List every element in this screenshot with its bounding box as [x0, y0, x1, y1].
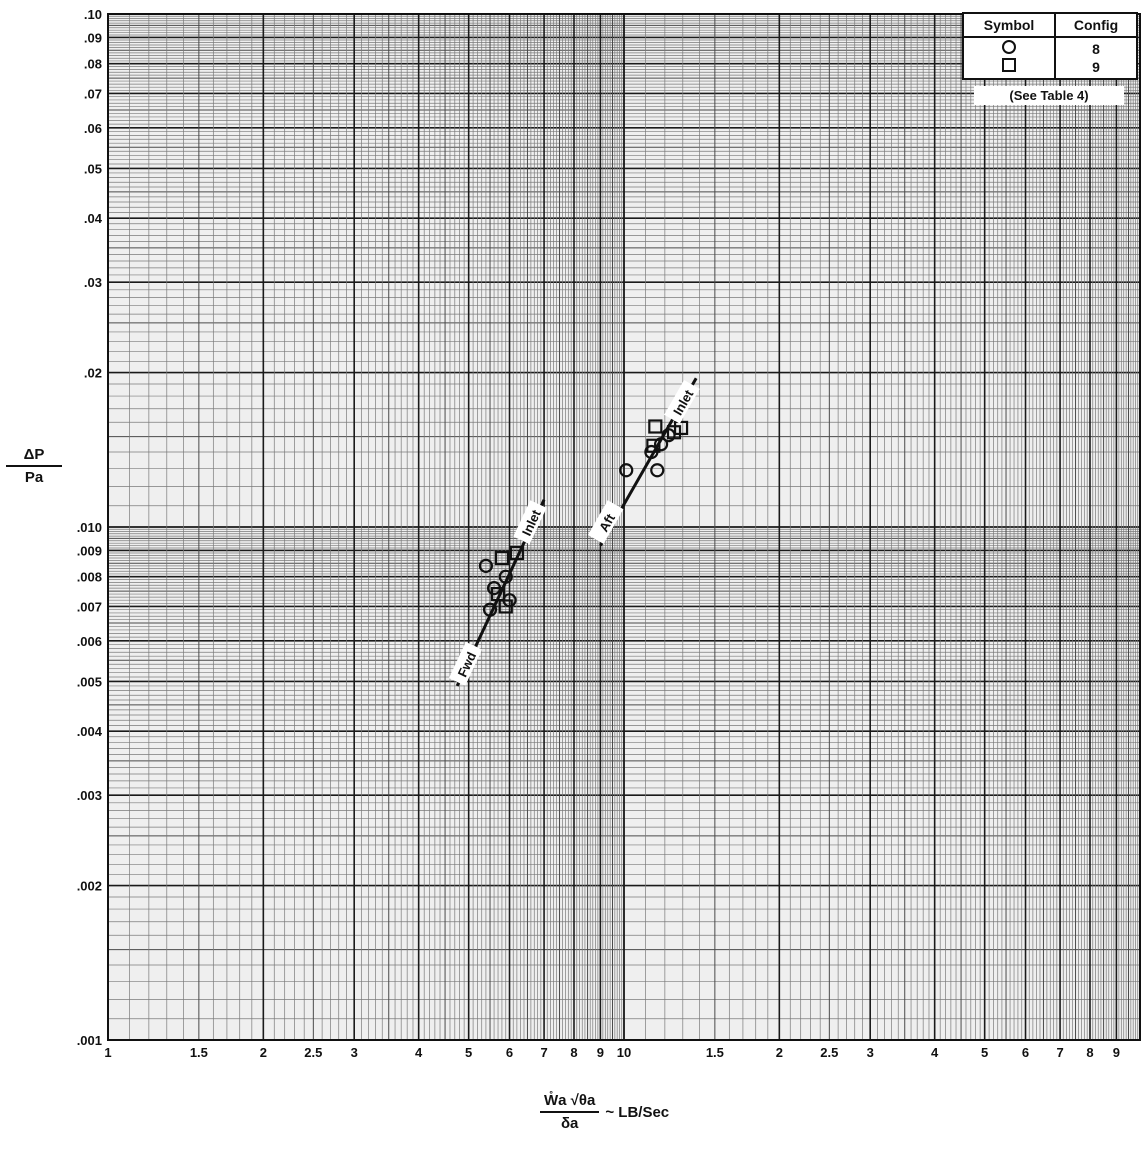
y-axis-label: ΔP Pa	[6, 446, 62, 486]
y-tick-label: .05	[84, 161, 102, 176]
data-point-square	[509, 545, 524, 561]
x-tick-label: 9	[1113, 1045, 1120, 1060]
x-tick-label: 10	[617, 1045, 631, 1060]
y-tick-label: .008	[77, 570, 102, 585]
data-point-circle	[482, 602, 498, 617]
plot-frame-group	[107, 13, 1141, 1041]
y-tick-label: .10	[84, 7, 102, 22]
x-tick-label: 1	[104, 1045, 111, 1060]
y-tick-label: .005	[77, 674, 102, 689]
annotation-background	[664, 379, 700, 424]
x-axis-label: W̊a √θa δa ~ LB/Sec	[540, 1092, 669, 1132]
data-point-square	[494, 550, 510, 566]
data-point-circle	[478, 558, 494, 573]
y-tick-label: .06	[84, 121, 102, 136]
y-tick-label: .007	[77, 599, 102, 614]
data-points-group	[478, 419, 689, 617]
data-point-circle	[653, 437, 669, 452]
legend-header-config: Config	[1054, 12, 1138, 38]
x-tick-label: 4	[931, 1045, 939, 1060]
annotation-background	[448, 641, 483, 686]
x-tick-label: 5	[981, 1045, 988, 1060]
legend-header-row: Symbol Config	[961, 12, 1138, 38]
y-tick-label: .09	[84, 30, 102, 45]
x-tick-label: 9	[597, 1045, 604, 1060]
data-point-square	[646, 438, 661, 453]
x-tick-label: 7	[540, 1045, 547, 1060]
legend-symbol-cell	[961, 36, 1057, 80]
x-tick-label: 3	[867, 1045, 874, 1060]
data-point-circle	[498, 569, 513, 584]
y-axis-label-numerator: ΔP	[6, 446, 62, 467]
x-tick-label: 7	[1056, 1045, 1063, 1060]
data-point-circle	[619, 463, 634, 478]
data-point-square	[498, 599, 513, 614]
x-tick-label: 2.5	[304, 1045, 322, 1060]
x-tick-label: 4	[415, 1045, 423, 1060]
annotation-background	[513, 500, 547, 545]
x-tick-label: 1.5	[190, 1045, 208, 1060]
y-tick-label: .03	[84, 275, 102, 290]
x-tick-label: 2.5	[820, 1045, 838, 1060]
x-tick-labels-group: 1 1.5 2 2.5 3 4 5 6 7 8 9 10 1.5 2 2.5 3 4 5 6 7 8 9	[104, 1045, 1120, 1060]
x-axis-label-fraction: W̊a √θa δa	[540, 1092, 600, 1132]
x-axis-label-denominator: δa	[560, 1115, 579, 1132]
square-marker-icon	[1002, 58, 1017, 72]
data-point-square	[673, 420, 689, 436]
y-tick-label: .001	[77, 1033, 102, 1048]
x-tick-label: 8	[1086, 1045, 1093, 1060]
y-tick-label: .009	[77, 543, 102, 558]
circle-marker-icon	[1002, 40, 1017, 54]
y-tick-label: .010	[77, 520, 102, 535]
legend-note: (See Table 4)	[974, 86, 1124, 105]
grid-group	[107, 13, 1141, 1041]
annotation-background	[587, 500, 624, 544]
y-tick-label: .004	[77, 724, 103, 739]
y-tick-label: .02	[84, 366, 102, 381]
legend-config-8: 8	[1092, 41, 1100, 57]
x-tick-label: 8	[570, 1045, 577, 1060]
y-tick-label: .002	[77, 879, 102, 894]
y-axis-label-denominator: Pa	[24, 469, 44, 486]
x-tick-label: 6	[1022, 1045, 1029, 1060]
x-tick-label: 2	[776, 1045, 783, 1060]
y-tick-label: .04	[84, 211, 103, 226]
x-tick-label: 1.5	[706, 1045, 724, 1060]
x-tick-label: 2	[260, 1045, 267, 1060]
legend-header-symbol: Symbol	[961, 12, 1057, 38]
x-tick-label: 6	[506, 1045, 513, 1060]
y-tick-label: .08	[84, 57, 102, 72]
y-tick-label: .07	[84, 86, 102, 101]
y-tick-label: .006	[77, 634, 102, 649]
x-tick-label: 3	[351, 1045, 358, 1060]
legend-config-9: 9	[1092, 59, 1100, 75]
data-point-circle	[650, 463, 665, 478]
y-tick-label: .003	[77, 788, 102, 803]
x-axis-label-numerator: W̊a √θa	[540, 1092, 600, 1113]
x-axis-label-unit: ~ LB/Sec	[605, 1103, 670, 1121]
data-point-square	[648, 419, 663, 434]
x-tick-label: 5	[465, 1045, 472, 1060]
y-tick-labels-group: .10 .09 .08 .07 .06 .05 .04 .03 .02 .010 .009 .008.…	[77, 7, 103, 1048]
plot-frame	[107, 13, 1141, 1041]
data-point-square	[490, 586, 506, 602]
